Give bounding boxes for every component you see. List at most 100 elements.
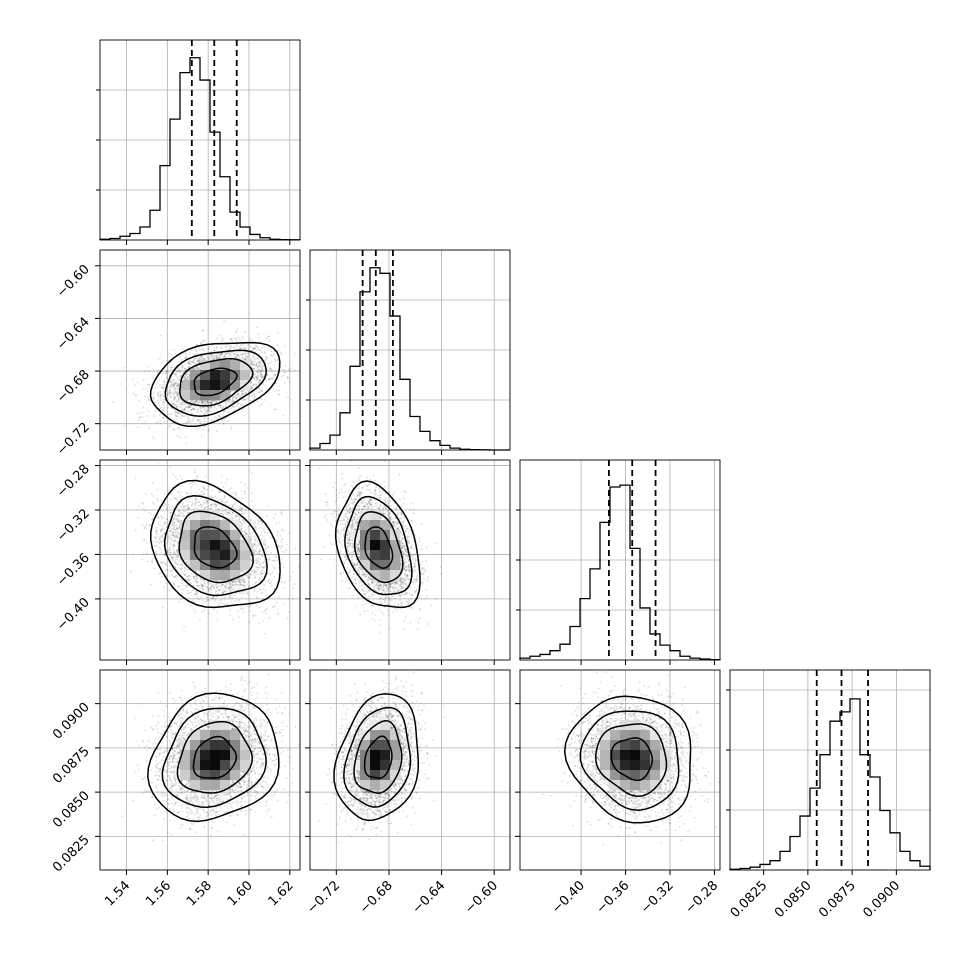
scatter-point — [237, 337, 240, 340]
scatter-point — [215, 355, 218, 357]
scatter-point — [176, 418, 179, 421]
scatter-point — [152, 438, 155, 440]
scatter-point — [238, 402, 240, 404]
scatter-point — [251, 349, 254, 352]
scatter-point — [172, 401, 175, 404]
scatter-point — [199, 407, 202, 409]
scatter-point — [179, 436, 181, 438]
scatter-point — [170, 587, 173, 590]
scatter-point — [232, 353, 235, 356]
scatter-point — [134, 394, 137, 397]
scatter-point — [157, 369, 159, 372]
scatter-point — [258, 387, 261, 390]
scatter-point — [289, 370, 292, 373]
scatter-point — [162, 383, 165, 386]
scatter-point — [229, 614, 232, 617]
scatter-point — [226, 352, 229, 355]
scatter-point — [269, 354, 272, 357]
scatter-point — [201, 402, 204, 405]
scatter-point — [223, 320, 226, 322]
scatter-point — [222, 486, 225, 489]
scatter-point — [147, 370, 150, 373]
scatter-point — [174, 403, 177, 405]
scatter-point — [282, 374, 285, 377]
scatter-point — [230, 345, 232, 347]
scatter-point — [243, 414, 246, 417]
scatter-point — [208, 357, 211, 359]
scatter-point — [213, 405, 215, 408]
scatter-point — [240, 404, 242, 406]
scatter-point — [187, 366, 190, 369]
scatter-point — [272, 517, 275, 519]
scatter-point — [179, 403, 181, 406]
scatter-point — [153, 410, 156, 413]
scatter-point — [192, 407, 195, 409]
scatter-point — [238, 392, 241, 395]
scatter-point — [185, 373, 188, 376]
scatter-point — [262, 376, 264, 379]
scatter-point — [201, 401, 204, 404]
scatter-point — [202, 358, 205, 360]
scatter-point — [288, 368, 291, 371]
scatter-point — [280, 557, 283, 560]
scatter-point — [250, 361, 253, 364]
scatter-point — [151, 518, 154, 520]
scatter-point — [203, 401, 206, 403]
scatter-point — [188, 405, 190, 408]
hist-panel-2 — [516, 459, 721, 665]
scatter-point — [216, 352, 219, 355]
scatter-point — [255, 376, 257, 379]
scatter-point — [225, 402, 227, 404]
scatter-point — [216, 355, 219, 357]
scatter-point — [160, 499, 163, 502]
scatter-point — [165, 375, 168, 378]
scatter-point — [227, 410, 230, 413]
scatter-point — [215, 400, 218, 403]
scatter-point — [153, 415, 155, 417]
scatter-point — [263, 632, 266, 635]
scatter-point — [169, 425, 171, 427]
scatter-point — [166, 372, 168, 375]
scatter-point — [189, 406, 192, 408]
scatter-point — [199, 426, 202, 429]
scatter-point — [160, 362, 163, 364]
scatter-point — [175, 375, 178, 378]
scatter-point — [231, 405, 234, 408]
scatter-point — [288, 380, 291, 383]
scatter-point — [175, 372, 178, 375]
contour-1-0-3 — [149, 341, 281, 428]
scatter-point — [181, 366, 184, 369]
scatter-point — [169, 381, 172, 384]
panel-frame-3-3 — [729, 669, 931, 871]
scatter-point — [189, 408, 192, 411]
scatter-point — [144, 395, 146, 398]
scatter-point — [211, 400, 214, 402]
scatter-point — [156, 371, 159, 374]
scatter-point — [275, 385, 278, 388]
scatter-point — [185, 368, 188, 371]
hist-panel-0 — [96, 39, 301, 245]
scatter-point — [154, 407, 157, 410]
scatter-point — [258, 336, 261, 339]
scatter-point — [199, 619, 201, 622]
scatter-point — [277, 332, 279, 334]
scatter-point — [132, 392, 135, 395]
scatter-point — [204, 417, 206, 420]
scatter-point — [173, 397, 176, 400]
scatter-point — [234, 490, 237, 493]
scatter-point — [157, 392, 160, 395]
scatter-point — [256, 374, 259, 377]
scatter-point — [256, 377, 258, 380]
scatter-point — [174, 420, 177, 423]
scatter-point — [206, 417, 209, 420]
scatter-point — [252, 377, 255, 380]
scatter-point — [167, 392, 170, 394]
scatter-point — [255, 363, 258, 365]
scatter-point — [170, 361, 173, 364]
scatter-point — [229, 338, 232, 340]
scatter-point — [201, 419, 203, 422]
scatter-point — [226, 478, 228, 481]
histogram-2 — [519, 484, 721, 661]
scatter-point — [289, 398, 292, 401]
